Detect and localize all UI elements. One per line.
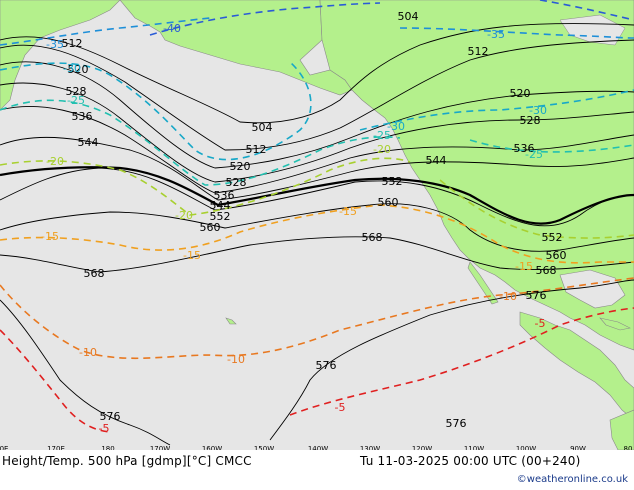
lon-label: 90W: [570, 445, 586, 453]
height-label: 512: [468, 45, 489, 58]
temp-label: -20: [373, 143, 391, 156]
height-label: 512: [246, 143, 267, 156]
land-hawaii: [225, 317, 237, 325]
temp-contours: [0, 0, 634, 433]
land-central-america: [519, 311, 634, 421]
longitude-labels: 0E 170E 180 170W 160W 150W 140W 130W 120…: [0, 445, 632, 453]
site-credit[interactable]: ©weatheronline.co.uk: [516, 474, 628, 485]
temp-label: -35: [46, 38, 64, 51]
height-label: 544: [426, 154, 447, 167]
lon-label: 110W: [464, 445, 484, 453]
temp-minus15: [0, 204, 634, 264]
height-label: 568: [84, 267, 105, 280]
height-contours: [0, 23, 634, 446]
lon-label: 130W: [360, 445, 380, 453]
lon-label: 140W: [308, 445, 328, 453]
height-label: 544: [78, 136, 99, 149]
height-label: 576: [100, 410, 121, 423]
lon-label: 120W: [412, 445, 432, 453]
lon-label: 100W: [516, 445, 536, 453]
land-baja: [467, 261, 499, 305]
temp-label: -40: [163, 22, 181, 35]
height-label: 520: [68, 63, 89, 76]
height-label: 504: [252, 121, 273, 134]
height-label: 536: [72, 110, 93, 123]
height-label: 568: [536, 264, 557, 277]
temp-label: -30: [387, 120, 405, 133]
temp-minus20: [0, 157, 634, 239]
temp-minus5: [0, 307, 634, 433]
lon-label: 160W: [202, 445, 222, 453]
land-cuba: [599, 317, 631, 331]
temp-label: -15: [183, 249, 201, 262]
land-north-america: [319, 0, 634, 351]
height-label: 520: [510, 87, 531, 100]
temp-label: -5: [335, 401, 346, 414]
map-title: Height/Temp. 500 hPa [gdmp][°C] CMCC: [2, 454, 252, 468]
land-alaska: [119, 0, 353, 96]
land-masses: [0, 0, 634, 451]
height-label: 512: [62, 37, 83, 50]
footer-band: [0, 450, 634, 490]
height-label: 544: [210, 199, 231, 212]
temp-label: -10: [499, 290, 517, 303]
temp-label: -30: [529, 104, 547, 117]
sea-gulf-of-mexico: [559, 269, 626, 309]
temp-label: -30: [63, 62, 81, 75]
temp-minus10: [0, 277, 634, 360]
height-label: 528: [66, 85, 87, 98]
lon-label: 170E: [47, 445, 65, 453]
temp-minus35: [0, 17, 634, 46]
temp-label: -10: [79, 346, 97, 359]
temp-label: -5: [535, 317, 546, 330]
height-label: 560: [200, 221, 221, 234]
temp-label: -15: [339, 205, 357, 218]
lon-label: 170W: [150, 445, 170, 453]
height-label: 576: [446, 417, 467, 430]
lon-label: 180: [101, 445, 114, 453]
height-label: 504: [398, 10, 419, 23]
temp-label: -20: [46, 155, 64, 168]
temp-label: -25: [525, 148, 543, 161]
height-label: 536: [214, 189, 235, 202]
height-label: 576: [526, 289, 547, 302]
height-label: 520: [230, 160, 251, 173]
temp-label: -5: [99, 422, 110, 435]
height-label: 568: [362, 231, 383, 244]
temp-minus25: [0, 99, 634, 186]
temp-labels: -40 -35 -35 -30 -30 -30 -25 -25 -25 -20 …: [41, 22, 547, 435]
temp-label: -25: [67, 94, 85, 107]
temp-label: -10: [227, 353, 245, 366]
height-labels: 504 504 512 512 512 520 520 520 528 528 …: [62, 10, 567, 430]
lon-label: 80: [624, 445, 633, 453]
height-label: 528: [520, 114, 541, 127]
height-label: 560: [378, 196, 399, 209]
temp-label: -20: [175, 209, 193, 222]
temp-label: -25: [373, 129, 391, 142]
temp-minus30: [0, 61, 634, 161]
height-label: 536: [514, 142, 535, 155]
lon-label: 0E: [0, 445, 8, 453]
height-label: 560: [546, 249, 567, 262]
height-label: 528: [226, 176, 247, 189]
height-label: 552: [382, 175, 403, 188]
height-label: 552: [542, 231, 563, 244]
height-label: 576: [316, 359, 337, 372]
temp-minus40: [149, 0, 634, 36]
height-label: 552: [210, 210, 231, 223]
temp-label: -15: [515, 260, 533, 273]
lon-label: 150W: [254, 445, 274, 453]
temp-label: -35: [487, 28, 505, 41]
valid-time: Tu 11-03-2025 00:00 UTC (00+240): [360, 454, 581, 468]
temp-label: -15: [41, 230, 59, 243]
height-contour-552: [0, 166, 634, 225]
